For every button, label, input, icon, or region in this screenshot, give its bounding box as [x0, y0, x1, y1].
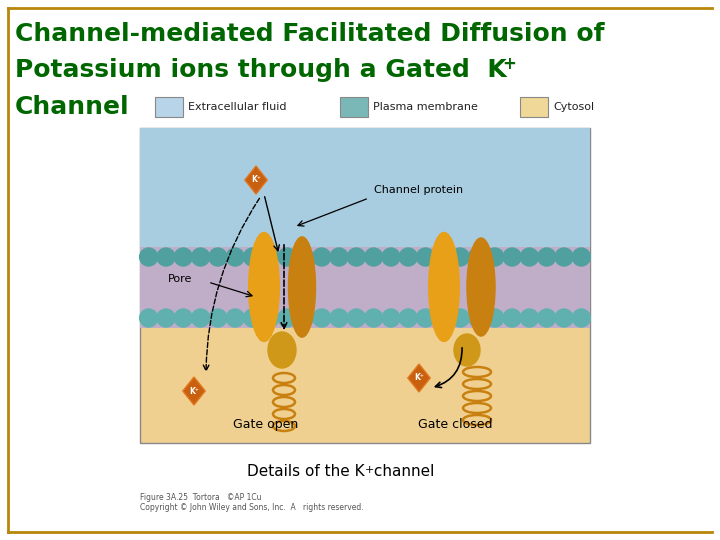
Text: Potassium ions through a Gated  K: Potassium ions through a Gated K — [15, 58, 507, 82]
Circle shape — [486, 309, 504, 327]
Ellipse shape — [428, 233, 459, 341]
Circle shape — [295, 309, 313, 327]
Circle shape — [330, 248, 348, 266]
Circle shape — [174, 309, 192, 327]
Circle shape — [538, 309, 556, 327]
Circle shape — [209, 248, 227, 266]
Text: K⁺: K⁺ — [414, 374, 424, 382]
Bar — [140, 128, 590, 443]
Polygon shape — [183, 377, 205, 405]
Circle shape — [364, 309, 382, 327]
Text: K⁺: K⁺ — [251, 176, 261, 185]
Circle shape — [451, 309, 469, 327]
Circle shape — [400, 248, 418, 266]
Circle shape — [555, 248, 573, 266]
Circle shape — [140, 309, 158, 327]
Ellipse shape — [289, 237, 315, 337]
Circle shape — [174, 248, 192, 266]
Circle shape — [140, 248, 158, 266]
Circle shape — [312, 309, 330, 327]
Circle shape — [312, 248, 330, 266]
Circle shape — [434, 248, 452, 266]
Bar — [155, 97, 183, 117]
Circle shape — [157, 309, 175, 327]
Text: Figure 3A.25  Tortora   ©AP 1Cu: Figure 3A.25 Tortora ©AP 1Cu — [140, 493, 261, 502]
Text: K⁺: K⁺ — [189, 387, 199, 395]
Circle shape — [469, 248, 487, 266]
Text: channel: channel — [369, 463, 434, 478]
Circle shape — [434, 309, 452, 327]
Polygon shape — [245, 166, 267, 194]
Circle shape — [521, 309, 539, 327]
Circle shape — [192, 309, 210, 327]
Circle shape — [521, 248, 539, 266]
Circle shape — [261, 248, 279, 266]
Text: Copyright © John Wiley and Sons, Inc.  A   rights reserved.: Copyright © John Wiley and Sons, Inc. A … — [140, 503, 364, 512]
Circle shape — [209, 309, 227, 327]
Circle shape — [538, 248, 556, 266]
Ellipse shape — [454, 334, 480, 366]
Circle shape — [572, 248, 590, 266]
Circle shape — [382, 248, 400, 266]
Text: Channel-mediated Facilitated Diffusion of: Channel-mediated Facilitated Diffusion o… — [15, 22, 605, 46]
Circle shape — [347, 309, 365, 327]
Circle shape — [486, 248, 504, 266]
Circle shape — [503, 248, 521, 266]
Circle shape — [261, 309, 279, 327]
Text: Pore: Pore — [168, 274, 192, 284]
Ellipse shape — [467, 238, 495, 336]
Circle shape — [503, 309, 521, 327]
Circle shape — [192, 248, 210, 266]
Polygon shape — [408, 364, 431, 392]
Circle shape — [226, 248, 244, 266]
Circle shape — [243, 309, 261, 327]
Circle shape — [364, 248, 382, 266]
Ellipse shape — [248, 233, 279, 341]
Text: +: + — [502, 55, 516, 73]
Circle shape — [347, 248, 365, 266]
Circle shape — [278, 248, 296, 266]
Text: Plasma membrane: Plasma membrane — [373, 102, 478, 112]
Circle shape — [226, 309, 244, 327]
Bar — [340, 97, 368, 117]
Text: Gate closed: Gate closed — [418, 418, 492, 431]
Circle shape — [451, 248, 469, 266]
Ellipse shape — [268, 332, 296, 368]
Bar — [140, 247, 590, 328]
Circle shape — [417, 248, 435, 266]
Circle shape — [417, 309, 435, 327]
Circle shape — [157, 248, 175, 266]
Text: +: + — [365, 465, 374, 475]
Text: Channel: Channel — [15, 95, 130, 119]
Bar — [520, 97, 548, 117]
Circle shape — [295, 248, 313, 266]
Circle shape — [330, 309, 348, 327]
Circle shape — [243, 248, 261, 266]
Circle shape — [278, 309, 296, 327]
Text: Channel protein: Channel protein — [374, 185, 463, 195]
Circle shape — [555, 309, 573, 327]
Text: Gate open: Gate open — [233, 418, 299, 431]
Circle shape — [400, 309, 418, 327]
Bar — [140, 128, 590, 247]
Circle shape — [382, 309, 400, 327]
Circle shape — [469, 309, 487, 327]
Text: Details of the K: Details of the K — [248, 463, 365, 478]
Text: Extracellular fluid: Extracellular fluid — [188, 102, 287, 112]
Circle shape — [572, 309, 590, 327]
Text: Cytosol: Cytosol — [553, 102, 594, 112]
